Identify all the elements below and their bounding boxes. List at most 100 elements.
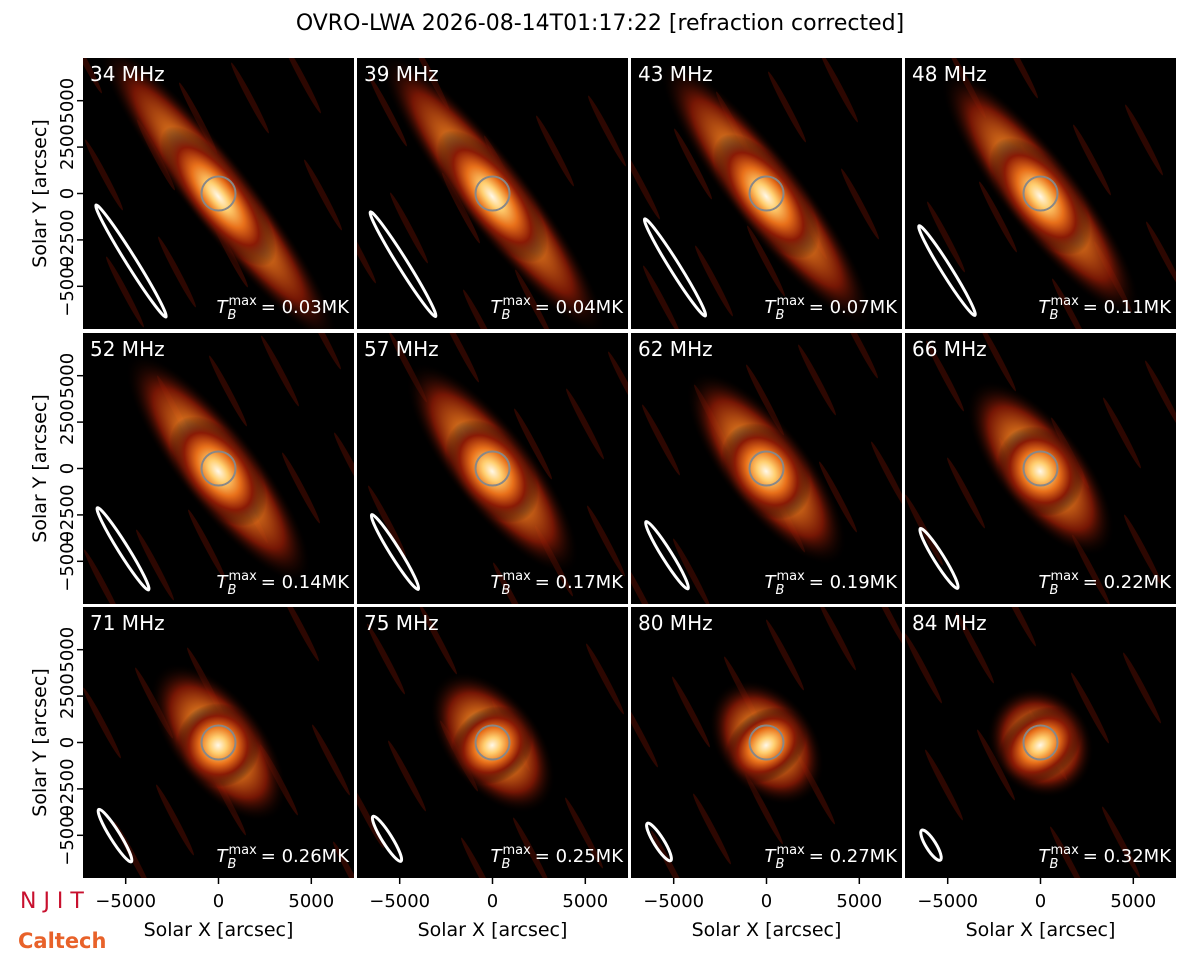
noise-streak [905,632,942,704]
beam [918,526,960,590]
solar-disk [1022,175,1059,212]
y-tick-label: 5000 [57,627,78,673]
emission-core [989,137,1091,255]
noise-streak [1146,221,1176,293]
noise-streak [1000,58,1038,99]
noise-streak [84,549,122,604]
tb-sup: max [1050,843,1079,858]
tb-sup: max [1050,294,1079,309]
tb-value: = 0.25MK [535,846,624,867]
noise-streak [304,159,342,231]
noise-streak [303,333,341,370]
noise-streak [1102,806,1140,878]
solar-disk [1022,724,1059,761]
logo-caltech: Caltech [18,929,106,953]
noise-streak [136,529,174,601]
frequency-label: 66 MHz [912,337,987,361]
panel [357,607,628,878]
noise-streak [390,192,428,264]
noise-streak [333,841,354,878]
noise-streak [493,562,531,604]
solar-disk [200,724,237,761]
emission-core [997,426,1084,517]
noise-streak [1125,104,1163,176]
x-tick-label: 0 [487,891,498,912]
noise-streak [334,432,354,504]
frequency-label: 62 MHz [638,337,713,361]
tb-sub: B [776,583,785,598]
solar-disk [200,175,237,212]
panel [83,333,354,604]
tb-symbol: T [217,572,230,593]
noise-streak [536,115,574,187]
frequency-label: 80 MHz [638,611,713,635]
beam [370,814,404,863]
tb-sup: max [502,843,531,858]
tb-value: = 0.27MK [809,846,898,867]
noise-streak [231,62,269,134]
x-tick-label: 5000 [562,891,608,912]
y-axis-label: Solar Y [arcsec] [29,668,51,816]
tb-max-label: TBmax = 0.17MK [491,569,625,598]
panel [357,333,628,604]
noise-streak [643,265,681,329]
emission-core [445,419,539,523]
panel [631,58,902,329]
beam [644,520,690,591]
beam [368,210,438,319]
tb-sub: B [776,308,785,323]
noise-streak [1071,672,1109,744]
noise-streak [693,793,731,865]
y-tick-label: 0 [57,463,78,474]
noise-streak [979,181,1017,253]
solar-disk [1022,450,1059,487]
tb-symbol: T [765,297,778,318]
tb-symbol: T [217,846,230,867]
noise-streak [673,538,711,604]
noise-streak [463,289,501,329]
noise-streak [1145,360,1176,432]
noise-streak [674,128,712,200]
tb-sub: B [1050,857,1059,872]
emission-core [451,706,533,785]
tb-max-label: TBmax = 0.25MK [491,843,625,872]
tb-sup: max [776,294,805,309]
noise-streak [818,607,856,671]
noise-streak [672,676,710,748]
tb-value: = 0.17MK [535,572,624,593]
noise-streak [188,509,226,581]
beam [645,821,673,863]
noise-streak [819,461,857,533]
tb-sub: B [228,583,237,598]
emission-core [176,703,260,788]
noise-streak [927,201,965,273]
x-tick-label: −5000 [95,891,156,912]
solar-disk [474,450,511,487]
tb-symbol: T [491,846,504,867]
noise-streak [926,340,964,412]
noise-streak [870,607,902,651]
frequency-label: 43 MHz [638,62,713,86]
tb-sup: max [228,569,257,584]
noise-streak [83,58,102,94]
x-tick-label: 0 [761,891,772,912]
tb-value: = 0.22MK [1083,572,1172,593]
noise-streak [1123,652,1161,724]
tb-value: = 0.32MK [1083,846,1172,867]
tb-sub: B [1050,583,1059,598]
x-axis-label: Solar X [arcsec] [692,919,842,941]
x-tick-label: 5000 [1110,891,1156,912]
tb-max-label: TBmax = 0.03MK [217,294,351,323]
panel [83,607,354,878]
y-tick-label: −2500 [57,484,78,545]
noise-streak [566,388,604,460]
y-axis-label: Solar Y [arcsec] [29,394,51,542]
figure-title: OVRO-LWA 2026-08-14T01:17:22 [refraction… [296,11,904,36]
tb-max-label: TBmax = 0.11MK [1039,294,1173,323]
logo-njit: N J I T [20,889,84,914]
tb-max-label: TBmax = 0.07MK [765,294,899,323]
beam [94,203,168,319]
beam [919,828,943,862]
noise-streak [840,333,878,379]
emission-core [998,706,1082,785]
